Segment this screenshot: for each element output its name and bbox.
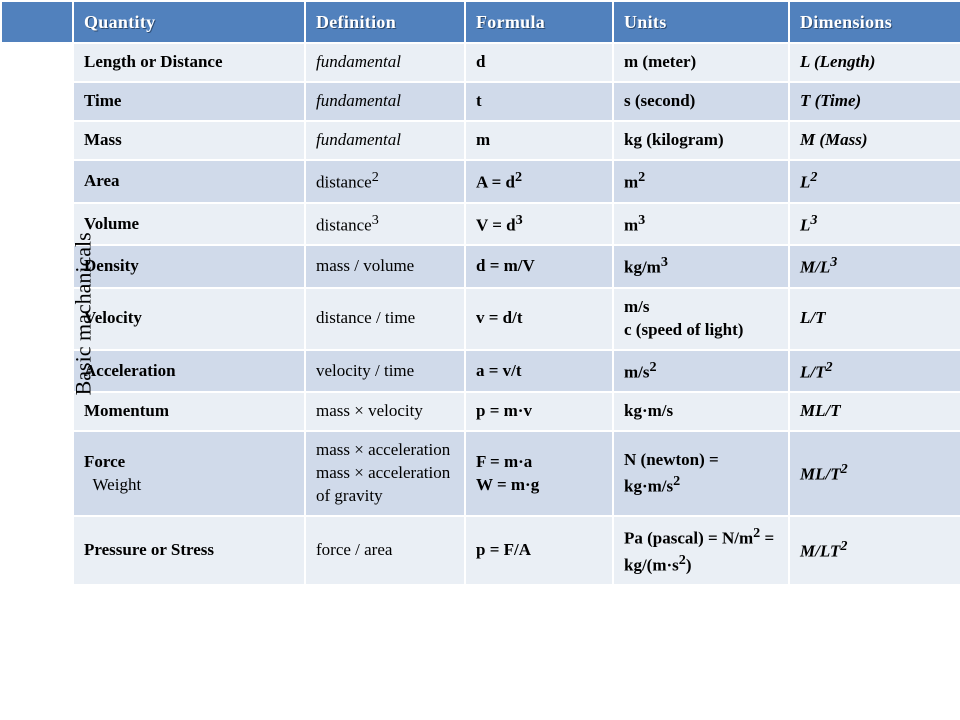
units-cell: kg·m/s <box>613 392 789 431</box>
dimensions-cell: T (Time) <box>789 82 960 121</box>
quantity-cell: Acceleration <box>73 350 305 393</box>
definition-cell: mass × velocity <box>305 392 465 431</box>
table-row: Volumedistance3V = d3m3L3 <box>1 203 960 246</box>
quantity-cell: Density <box>73 245 305 288</box>
definition-cell: mass / volume <box>305 245 465 288</box>
units-cell: N (newton) = kg·m/s2 <box>613 431 789 516</box>
header-definition: Definition <box>305 1 465 43</box>
table-row: Timefundamentalts (second)T (Time) <box>1 82 960 121</box>
table-row: Densitymass / volumed = m/Vkg/m3M/L3 <box>1 245 960 288</box>
table-row: Pressure or Stressforce / areap = F/APa … <box>1 516 960 585</box>
category-cell: Basic machanicals <box>1 43 73 585</box>
units-cell: m3 <box>613 203 789 246</box>
formula-cell: V = d3 <box>465 203 613 246</box>
units-cell: m2 <box>613 160 789 203</box>
table-body: Basic machanicalsLength or Distancefunda… <box>1 43 960 585</box>
quantity-cell: Pressure or Stress <box>73 516 305 585</box>
formula-cell: d = m/V <box>465 245 613 288</box>
dimensions-cell: L2 <box>789 160 960 203</box>
quantity-cell: Velocity <box>73 288 305 350</box>
units-cell: m/sc (speed of light) <box>613 288 789 350</box>
table-row: Velocitydistance / timev = d/tm/sc (spee… <box>1 288 960 350</box>
units-cell: Pa (pascal) = N/m2 = kg/(m·s2) <box>613 516 789 585</box>
table-row: Momentummass × velocityp = m·vkg·m/sML/T <box>1 392 960 431</box>
dimensions-cell: L/T <box>789 288 960 350</box>
quantity-cell: Momentum <box>73 392 305 431</box>
quantity-cell: Area <box>73 160 305 203</box>
quantity-cell: Length or Distance <box>73 43 305 82</box>
definition-cell: mass × accelerationmass × acceleration o… <box>305 431 465 516</box>
units-cell: m/s2 <box>613 350 789 393</box>
formula-cell: d <box>465 43 613 82</box>
header-quantity: Quantity <box>73 1 305 43</box>
category-label: Basic machanicals <box>69 233 99 396</box>
dimensions-cell: M/LT2 <box>789 516 960 585</box>
definition-cell: fundamental <box>305 82 465 121</box>
table-row: Force Weightmass × accelerationmass × ac… <box>1 431 960 516</box>
formula-cell: v = d/t <box>465 288 613 350</box>
formula-cell: A = d2 <box>465 160 613 203</box>
units-cell: m (meter) <box>613 43 789 82</box>
definition-cell: force / area <box>305 516 465 585</box>
header-dimensions: Dimensions <box>789 1 960 43</box>
dimensions-cell: L (Length) <box>789 43 960 82</box>
units-cell: kg/m3 <box>613 245 789 288</box>
quantity-cell: Mass <box>73 121 305 160</box>
dimensions-cell: L3 <box>789 203 960 246</box>
formula-cell: t <box>465 82 613 121</box>
formula-cell: F = m·aW = m·g <box>465 431 613 516</box>
units-cell: s (second) <box>613 82 789 121</box>
header-formula: Formula <box>465 1 613 43</box>
physics-table: Quantity Definition Formula Units Dimens… <box>0 0 960 586</box>
formula-cell: p = F/A <box>465 516 613 585</box>
quantity-cell: Volume <box>73 203 305 246</box>
dimensions-cell: ML/T2 <box>789 431 960 516</box>
units-cell: kg (kilogram) <box>613 121 789 160</box>
header-side <box>1 1 73 43</box>
table-row: Accelerationvelocity / timea = v/tm/s2L/… <box>1 350 960 393</box>
header-units: Units <box>613 1 789 43</box>
table-row: Basic machanicalsLength or Distancefunda… <box>1 43 960 82</box>
definition-cell: distance3 <box>305 203 465 246</box>
formula-cell: a = v/t <box>465 350 613 393</box>
definition-cell: fundamental <box>305 121 465 160</box>
definition-cell: distance / time <box>305 288 465 350</box>
table-row: Areadistance2A = d2m2L2 <box>1 160 960 203</box>
dimensions-cell: M (Mass) <box>789 121 960 160</box>
formula-cell: p = m·v <box>465 392 613 431</box>
dimensions-cell: M/L3 <box>789 245 960 288</box>
quantity-cell: Time <box>73 82 305 121</box>
table-row: Massfundamentalmkg (kilogram)M (Mass) <box>1 121 960 160</box>
formula-cell: m <box>465 121 613 160</box>
quantity-cell: Force Weight <box>73 431 305 516</box>
dimensions-cell: L/T2 <box>789 350 960 393</box>
dimensions-cell: ML/T <box>789 392 960 431</box>
definition-cell: velocity / time <box>305 350 465 393</box>
definition-cell: fundamental <box>305 43 465 82</box>
table-header-row: Quantity Definition Formula Units Dimens… <box>1 1 960 43</box>
definition-cell: distance2 <box>305 160 465 203</box>
